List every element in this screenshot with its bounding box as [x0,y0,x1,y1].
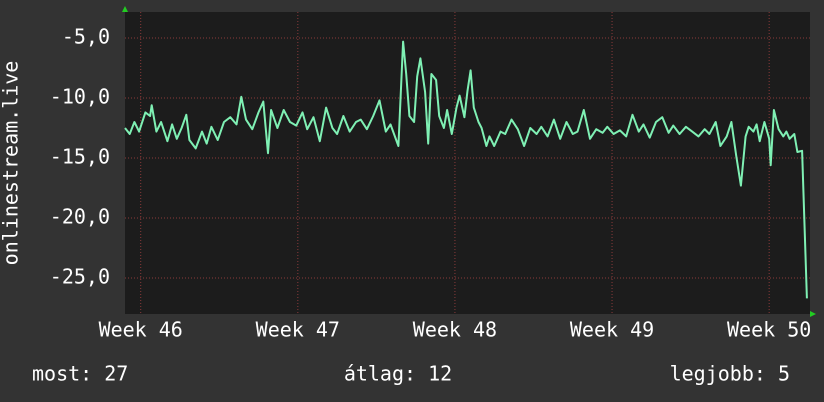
footer-current: most: 27 [32,362,128,386]
y-tick-label: -20,0 [50,205,110,229]
x-tick-label: Week 50 [727,318,811,342]
x-tick-label: Week 49 [570,318,654,342]
data-line [124,40,808,299]
axis-arrow [810,311,816,317]
y-tick-label: -5,0 [62,25,110,49]
x-tick-label: Week 48 [413,318,497,342]
y-tick-label: -15,0 [50,145,110,169]
y-axis-label: onlinestream.live [0,61,23,266]
y-tick-label: -25,0 [50,265,110,289]
x-tick-label: Week 47 [256,318,340,342]
y-tick-label: -10,0 [50,85,110,109]
plot-area [125,12,810,314]
footer-average: átlag: 12 [344,362,452,386]
axis-arrow [122,6,128,12]
footer-best: legjobb: 5 [670,362,790,386]
x-tick-label: Week 46 [99,318,183,342]
